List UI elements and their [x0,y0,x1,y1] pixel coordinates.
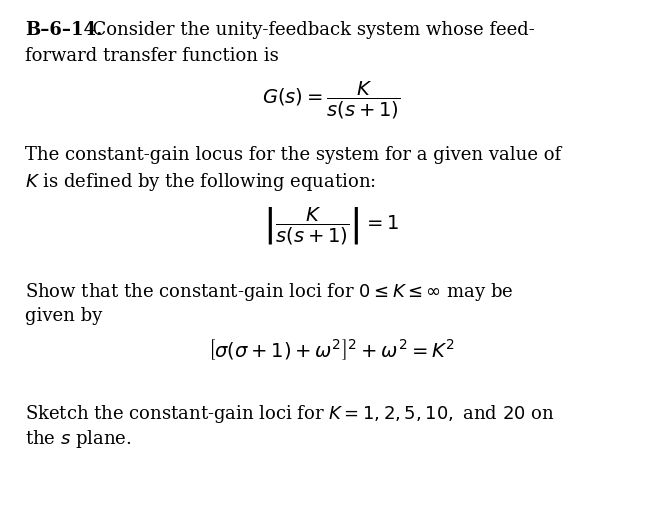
Text: forward transfer function is: forward transfer function is [25,47,279,65]
Text: $G(s) = \dfrac{K}{s(s + 1)}$: $G(s) = \dfrac{K}{s(s + 1)}$ [262,80,400,121]
Text: Sketch the constant-gain loci for $K = 1, 2, 5, 10,$ and $20$ on: Sketch the constant-gain loci for $K = 1… [25,403,555,425]
Text: Show that the constant-gain loci for $0 \leq K \leq \infty$ may be: Show that the constant-gain loci for $0 … [25,281,514,304]
Text: $\left|\dfrac{K}{s(s + 1)}\right| = 1$: $\left|\dfrac{K}{s(s + 1)}\right| = 1$ [263,206,399,247]
Text: $K$ is defined by the following equation:: $K$ is defined by the following equation… [25,171,376,194]
Text: $\left[\sigma(\sigma + 1) + \omega^2\right]^2 + \omega^2 = K^2$: $\left[\sigma(\sigma + 1) + \omega^2\rig… [208,338,454,362]
Text: the $s$ plane.: the $s$ plane. [25,428,132,451]
Text: B–6–14.: B–6–14. [25,21,103,39]
Text: given by: given by [25,307,103,325]
Text: The constant-gain locus for the system for a given value of: The constant-gain locus for the system f… [25,146,561,164]
Text: Consider the unity-feedback system whose feed-: Consider the unity-feedback system whose… [81,21,535,39]
